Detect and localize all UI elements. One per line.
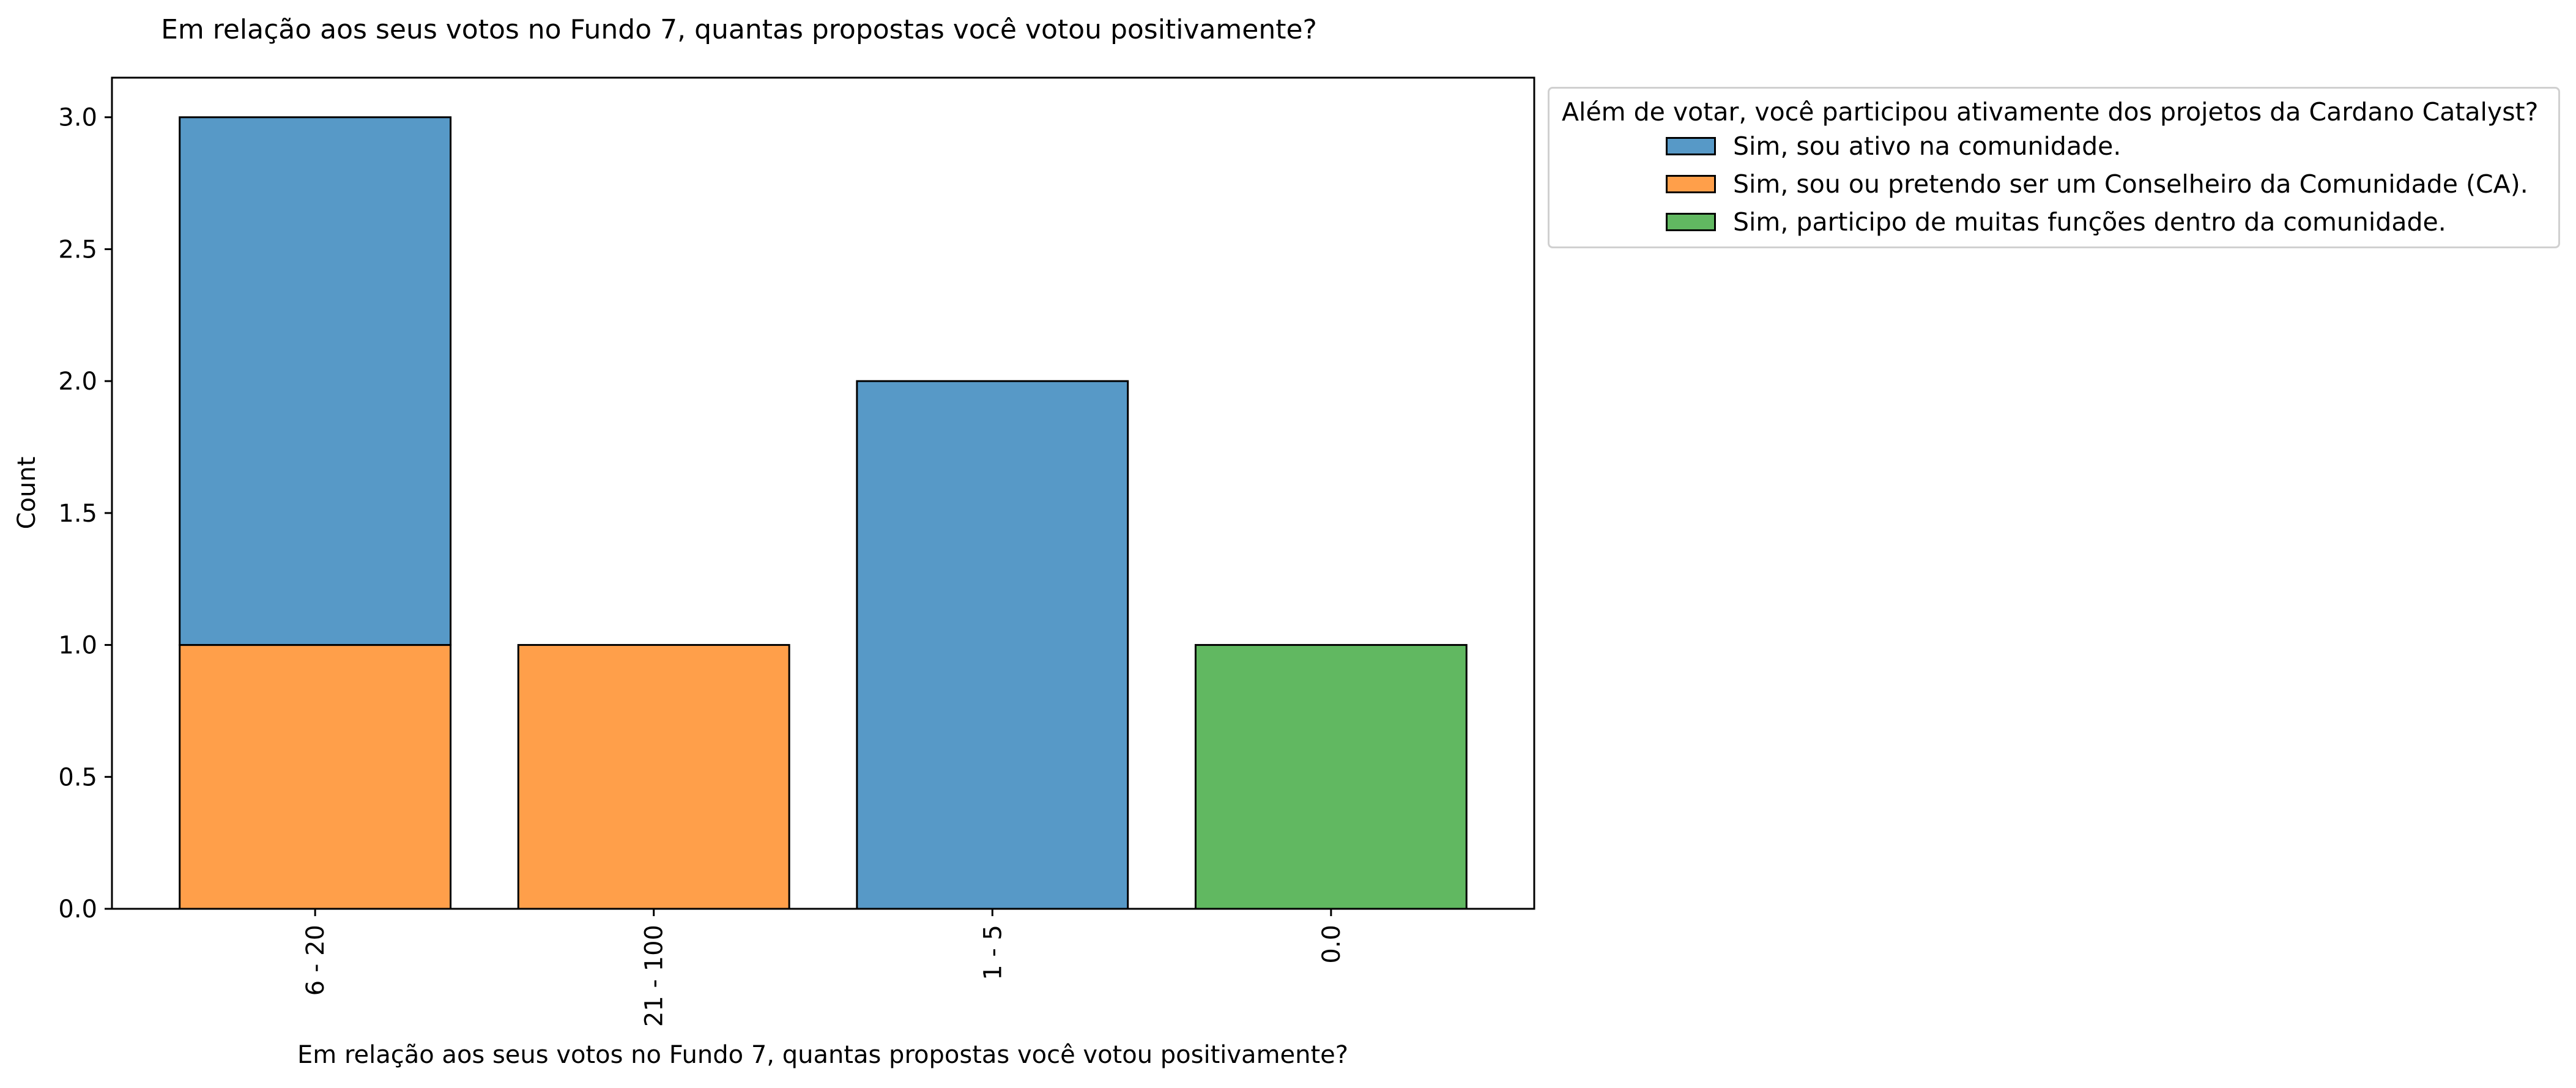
chart-title: Em relação aos seus votos no Fundo 7, qu… (161, 14, 1317, 45)
y-axis-label: Count (13, 457, 41, 530)
y-tick-label: 0.0 (58, 895, 97, 923)
x-tick-label: 21 - 100 (640, 925, 669, 1027)
x-axis: 6 - 20 21 - 100 1 - 5 0.0 (302, 909, 1346, 1027)
bar-1-5-series-1 (856, 380, 1129, 910)
legend-label: Sim, participo de muitas funções dentro … (1733, 207, 2446, 237)
legend-swatch (1666, 175, 1716, 193)
x-axis-label: Em relação aos seus votos no Fundo 7, qu… (297, 1041, 1348, 1069)
legend-swatch (1666, 213, 1716, 231)
legend-label: Sim, sou ativo na comunidade. (1733, 131, 2121, 161)
y-tick-label: 1.0 (58, 632, 97, 660)
legend: Além de votar, você participou ativament… (1548, 87, 2560, 248)
bar-0-0-series-2 (1194, 644, 1468, 910)
y-tick-label: 2.0 (58, 368, 97, 396)
y-tick-label: 0.5 (58, 763, 97, 791)
bar-6-20-series-1 (179, 116, 452, 646)
legend-label: Sim, sou ou pretendo ser um Conselheiro … (1733, 169, 2528, 199)
bars-layer (179, 116, 1468, 910)
y-tick-label: 3.0 (58, 104, 97, 132)
legend-swatch (1666, 137, 1716, 155)
y-tick-label: 2.5 (58, 235, 97, 264)
bar-6-20-series-0 (179, 644, 452, 910)
x-tick-label: 0.0 (1318, 925, 1346, 964)
y-axis: 0.0 0.5 1.0 1.5 2.0 2.5 3.0 (58, 104, 112, 923)
legend-title: Além de votar, você participou ativament… (1562, 97, 2539, 127)
y-tick-label: 1.5 (58, 500, 97, 528)
x-tick-label: 6 - 20 (302, 925, 330, 996)
bar-21-100-series-0 (517, 644, 790, 910)
x-tick-label: 1 - 5 (979, 925, 1007, 980)
plot-frame (111, 76, 1535, 910)
